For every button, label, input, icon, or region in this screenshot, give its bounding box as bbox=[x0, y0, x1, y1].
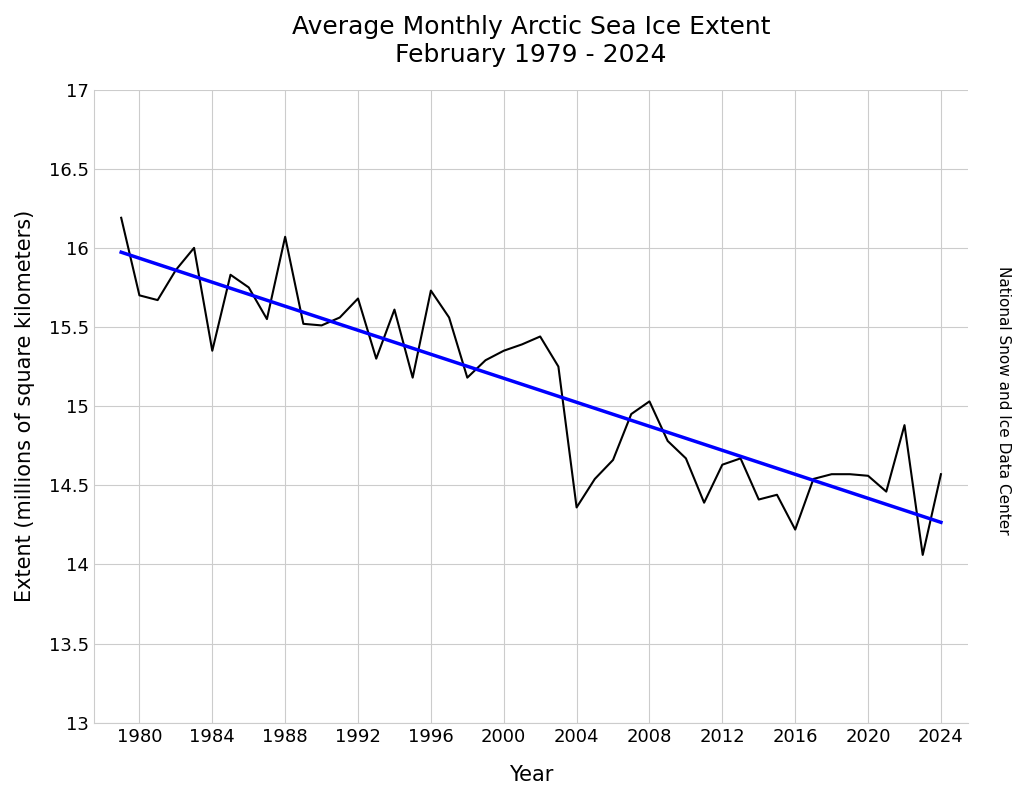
Y-axis label: Extent (millions of square kilometers): Extent (millions of square kilometers) bbox=[14, 210, 35, 602]
Text: National Snow and Ice Data Center: National Snow and Ice Data Center bbox=[997, 266, 1011, 534]
Title: Average Monthly Arctic Sea Ice Extent
February 1979 - 2024: Average Monthly Arctic Sea Ice Extent Fe… bbox=[292, 15, 770, 66]
X-axis label: Year: Year bbox=[509, 765, 554, 785]
